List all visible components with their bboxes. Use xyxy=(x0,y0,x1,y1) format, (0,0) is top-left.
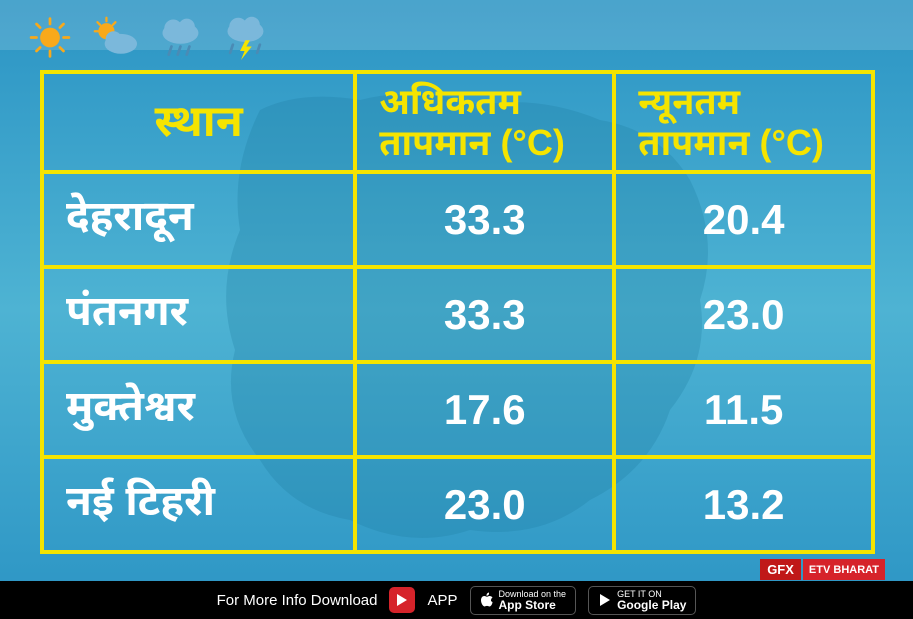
table-row: देहरादून 33.3 20.4 xyxy=(42,172,873,267)
appstore-badge[interactable]: Download on theApp Store xyxy=(470,586,577,615)
cell-max: 33.3 xyxy=(355,267,614,362)
footer-text: For More Info Download xyxy=(217,592,378,609)
table-header-row: स्थान अधिकतम तापमान (°C) न्यूनतम तापमान … xyxy=(42,72,873,172)
gfx-label: GFX xyxy=(760,559,801,580)
cell-min: 23.0 xyxy=(614,267,873,362)
cell-location: देहरादून xyxy=(42,172,355,267)
cell-location: मुक्तेश्वर xyxy=(42,362,355,457)
header-location: स्थान xyxy=(42,72,355,172)
cell-min: 11.5 xyxy=(614,362,873,457)
cell-min: 13.2 xyxy=(614,457,873,552)
app-logo-icon xyxy=(389,587,415,613)
googleplay-badge[interactable]: GET IT ONGoogle Play xyxy=(588,586,696,615)
cell-location: नई टिहरी xyxy=(42,457,355,552)
sun-cloud-icon xyxy=(90,15,140,60)
cell-max: 17.6 xyxy=(355,362,614,457)
app-label: APP xyxy=(427,592,457,609)
header-min-temp: न्यूनतम तापमान (°C) xyxy=(614,72,873,172)
rain-cloud-icon xyxy=(155,15,205,60)
storm-cloud-icon xyxy=(220,15,270,60)
gfx-brand-badge: GFX ETV BHARAT xyxy=(760,559,885,580)
weather-table: स्थान अधिकतम तापमान (°C) न्यूनतम तापमान … xyxy=(40,70,875,554)
brand-label: ETV BHARAT xyxy=(803,559,885,580)
table-row: नई टिहरी 23.0 13.2 xyxy=(42,457,873,552)
cell-max: 23.0 xyxy=(355,457,614,552)
weather-icon-row xyxy=(25,15,270,60)
cell-min: 20.4 xyxy=(614,172,873,267)
table-row: मुक्तेश्वर 17.6 11.5 xyxy=(42,362,873,457)
play-icon xyxy=(598,593,612,607)
header-max-temp: अधिकतम तापमान (°C) xyxy=(355,72,614,172)
cell-location: पंतनगर xyxy=(42,267,355,362)
footer-bar: For More Info Download APP Download on t… xyxy=(0,581,913,619)
sun-icon xyxy=(25,15,75,60)
apple-icon xyxy=(480,592,494,608)
table-row: पंतनगर 33.3 23.0 xyxy=(42,267,873,362)
cell-max: 33.3 xyxy=(355,172,614,267)
